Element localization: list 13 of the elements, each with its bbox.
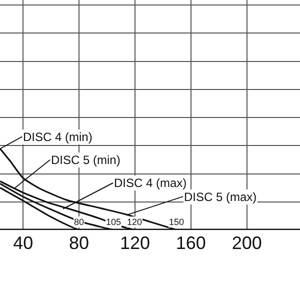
x-tick-label: 40: [13, 233, 34, 253]
annotation: DISC 5 (min): [51, 153, 120, 167]
x-tick-label: 80: [69, 233, 90, 253]
annotation: DISC 4 (min): [23, 130, 92, 144]
annotation: 120: [127, 217, 142, 227]
annotation: DISC 4 (max): [114, 176, 187, 190]
annotation: 150: [169, 217, 184, 227]
annotation: DISC 5 (max): [184, 190, 257, 204]
annotation: 80: [74, 217, 84, 227]
x-tick-label: 120: [120, 233, 150, 253]
x-tick-label: 160: [176, 233, 206, 253]
annotation: 105: [106, 217, 122, 227]
x-tick-label: 200: [232, 233, 262, 253]
